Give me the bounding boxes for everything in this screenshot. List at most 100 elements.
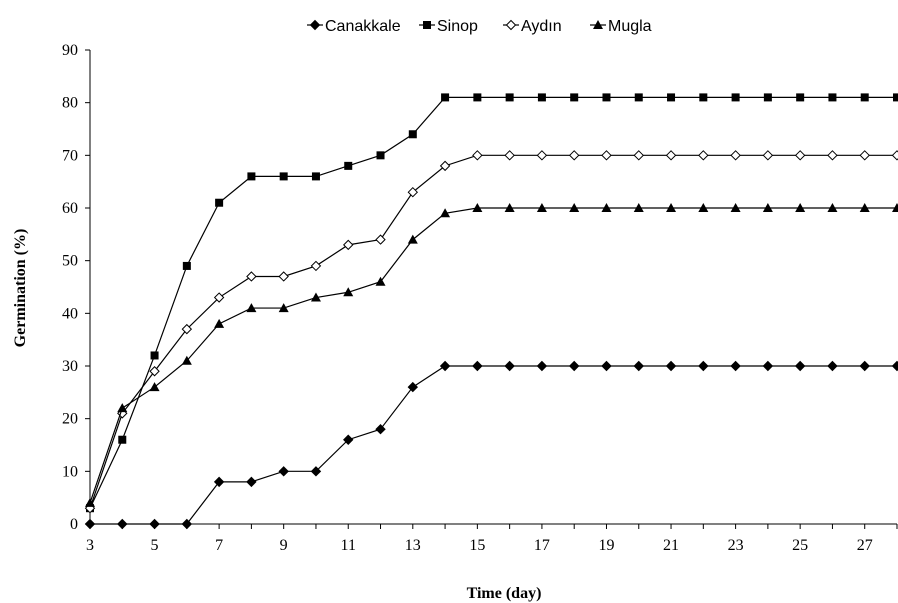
data-point-sinop <box>118 435 127 444</box>
data-point-mugla <box>117 403 128 413</box>
data-point-canakkale <box>375 423 386 435</box>
legend-label-ayd-n: Aydın <box>521 18 562 35</box>
series-sinop <box>86 93 898 513</box>
data-point-canakkale <box>84 518 96 530</box>
data-point-mugla <box>666 203 677 212</box>
data-point-mugla <box>440 208 451 218</box>
data-point-sinop <box>602 93 611 102</box>
data-point-sinop <box>376 151 385 160</box>
data-point-ayd-n <box>891 150 898 161</box>
x-tick-label: 11 <box>341 537 356 554</box>
data-point-sinop <box>570 93 579 102</box>
data-point-canakkale <box>439 360 451 372</box>
data-point-sinop <box>893 93 898 102</box>
data-point-canakkale <box>601 360 612 372</box>
data-point-mugla <box>633 203 644 212</box>
data-point-sinop <box>731 93 740 102</box>
chart-legend: Canakkale Sinop Aydın Mugla <box>307 18 652 35</box>
data-point-canakkale <box>278 466 289 477</box>
data-point-sinop <box>860 93 869 102</box>
data-point-sinop <box>828 93 837 102</box>
y-tick-label: 20 <box>62 411 78 428</box>
data-point-sinop <box>473 93 482 102</box>
data-point-ayd-n <box>149 366 160 377</box>
data-point-sinop <box>182 261 191 270</box>
data-point-mugla <box>601 203 612 212</box>
data-point-mugla <box>827 203 838 212</box>
data-point-sinop <box>311 172 320 181</box>
data-point-ayd-n <box>536 150 548 161</box>
data-point-canakkale <box>794 360 806 372</box>
data-point-ayd-n <box>730 150 741 161</box>
data-point-canakkale <box>213 476 225 488</box>
data-point-canakkale <box>827 360 838 372</box>
data-point-ayd-n <box>439 160 451 172</box>
data-point-sinop <box>247 172 256 181</box>
x-tick-label: 15 <box>469 537 485 554</box>
data-point-sinop <box>796 93 805 102</box>
y-tick-label: 90 <box>62 42 78 59</box>
data-point-mugla <box>859 203 870 212</box>
data-point-ayd-n <box>859 150 870 161</box>
y-tick-label: 80 <box>62 95 78 112</box>
y-tick-label: 0 <box>70 516 78 533</box>
data-point-mugla <box>278 303 289 313</box>
series-ayd-n <box>84 150 898 514</box>
data-point-ayd-n <box>762 150 774 161</box>
data-point-ayd-n <box>181 323 193 335</box>
x-tick-label: 25 <box>792 537 808 554</box>
data-point-sinop <box>215 198 224 207</box>
data-point-mugla <box>407 234 418 244</box>
data-point-ayd-n <box>568 150 580 161</box>
data-point-canakkale <box>568 360 580 372</box>
data-point-canakkale <box>310 466 322 477</box>
x-axis-title: Time (day) <box>467 585 542 602</box>
y-tick-label: 50 <box>62 253 78 270</box>
data-point-mugla <box>504 203 515 212</box>
legend-label-mugla: Mugla <box>608 18 652 35</box>
y-axis-title: Germination (%) <box>12 229 29 348</box>
data-point-mugla <box>181 355 192 365</box>
data-point-mugla <box>246 303 257 313</box>
data-point-canakkale <box>859 360 870 372</box>
legend-entry-ayd-n: Aydın <box>503 18 562 35</box>
data-point-ayd-n <box>698 150 709 161</box>
legend-marker-ayd-n <box>505 19 517 31</box>
data-point-ayd-n <box>601 150 612 161</box>
x-tick-label: 3 <box>86 537 94 554</box>
series-line-canakkale <box>90 365 897 525</box>
x-tick-label: 5 <box>151 537 159 554</box>
data-point-mugla <box>310 292 321 302</box>
data-point-ayd-n <box>246 271 257 282</box>
x-tick-label: 21 <box>663 537 679 554</box>
data-point-canakkale <box>407 381 419 393</box>
data-point-canakkale <box>698 360 709 372</box>
x-tick-label: 17 <box>534 537 550 554</box>
legend-label-canakkale: Canakkale <box>325 18 401 35</box>
legend-entry-canakkale: Canakkale <box>307 18 401 35</box>
data-point-ayd-n <box>472 150 483 161</box>
legend-entry-sinop: Sinop <box>419 18 478 35</box>
series-line-mugla <box>89 207 897 504</box>
data-point-ayd-n <box>633 150 644 161</box>
data-point-mugla <box>795 203 806 212</box>
data-point-mugla <box>536 203 547 212</box>
data-point-sinop <box>634 93 643 102</box>
legend-marker-mugla <box>593 20 603 29</box>
series-line-ayd-n <box>89 154 897 509</box>
data-point-canakkale <box>762 360 774 372</box>
legend-label-sinop: Sinop <box>437 18 478 35</box>
data-point-ayd-n <box>213 292 225 303</box>
chart-series-layer <box>84 93 898 530</box>
data-point-ayd-n <box>343 239 354 251</box>
data-point-sinop <box>441 93 450 102</box>
data-point-sinop <box>150 351 159 360</box>
data-point-ayd-n <box>375 234 386 245</box>
data-point-mugla <box>343 287 354 297</box>
data-point-ayd-n <box>504 150 515 161</box>
data-point-mugla <box>85 497 95 507</box>
data-point-ayd-n <box>794 150 806 161</box>
data-point-mugla <box>375 276 386 286</box>
x-tick-label: 13 <box>405 537 421 554</box>
